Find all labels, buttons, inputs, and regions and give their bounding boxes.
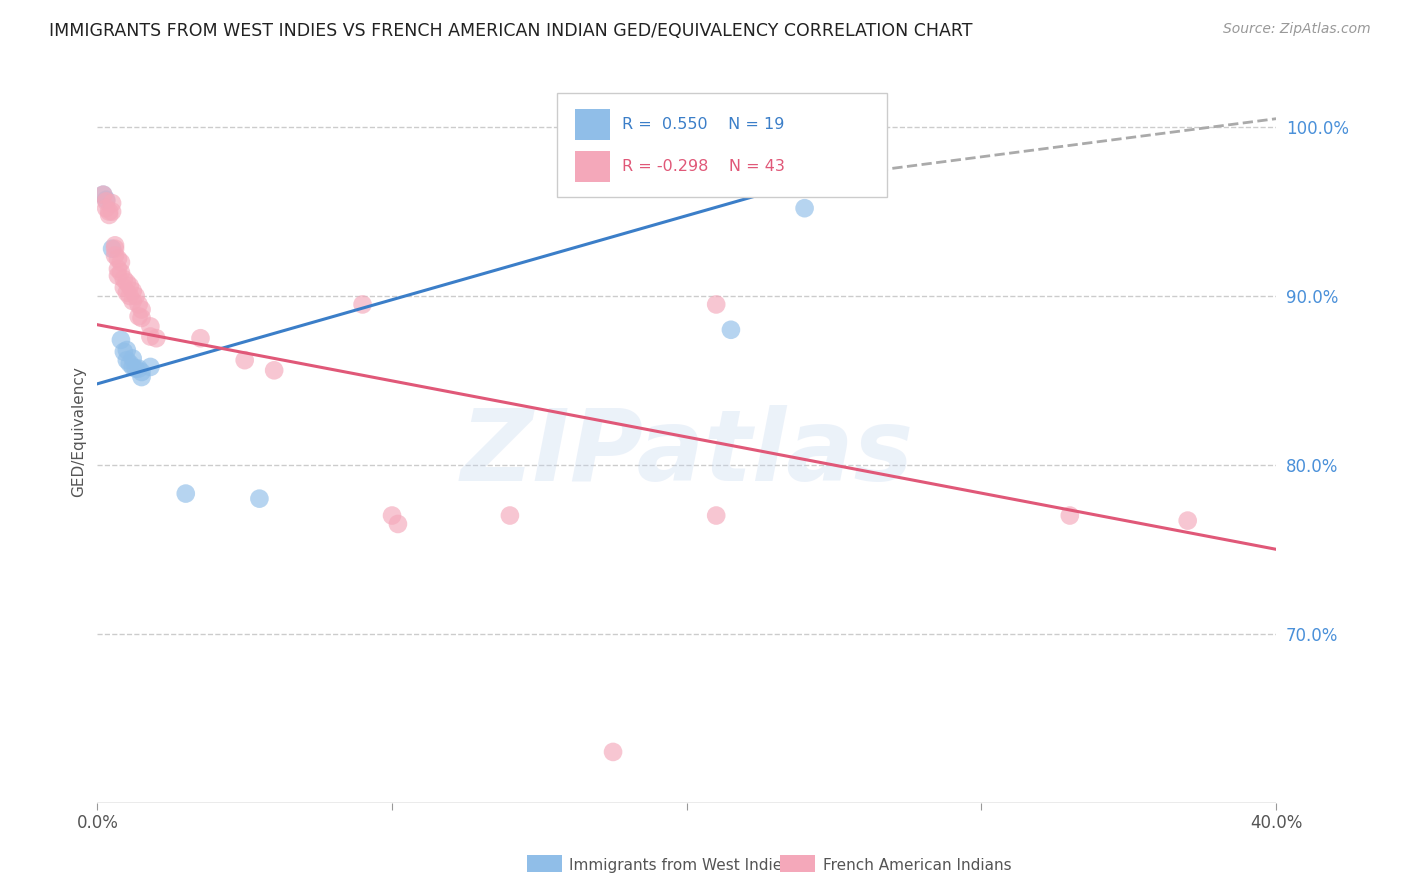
Point: [115, 353, 138, 368]
Text: Immigrants from West Indies: Immigrants from West Indies: [569, 858, 790, 872]
Text: R = -0.298    N = 43: R = -0.298 N = 43: [621, 159, 785, 174]
Point: [121, 294, 143, 309]
Point: [131, 310, 153, 325]
Point: [96, 193, 118, 207]
Point: [112, 272, 135, 286]
Point: [121, 284, 143, 298]
Point: [128, 361, 150, 376]
Y-axis label: GED/Equivalency: GED/Equivalency: [72, 366, 86, 497]
Point: [110, 255, 132, 269]
Point: [190, 331, 212, 345]
Point: [115, 343, 138, 357]
Point: [233, 353, 256, 368]
Point: [110, 265, 132, 279]
FancyBboxPatch shape: [575, 151, 610, 182]
Point: [107, 268, 129, 283]
Text: Source: ZipAtlas.com: Source: ZipAtlas.com: [1223, 22, 1371, 37]
Point: [704, 508, 727, 523]
FancyBboxPatch shape: [557, 93, 887, 197]
Text: R =  0.550    N = 19: R = 0.550 N = 19: [621, 117, 785, 132]
Point: [131, 365, 153, 379]
Text: French American Indians: French American Indians: [823, 858, 1011, 872]
Point: [107, 262, 129, 277]
Point: [96, 194, 118, 209]
Point: [387, 516, 409, 531]
Point: [96, 201, 118, 215]
Point: [121, 359, 143, 374]
Text: IMMIGRANTS FROM WEST INDIES VS FRENCH AMERICAN INDIAN GED/EQUIVALENCY CORRELATIO: IMMIGRANTS FROM WEST INDIES VS FRENCH AM…: [49, 22, 973, 40]
Point: [98, 208, 121, 222]
Point: [499, 508, 522, 523]
Point: [720, 323, 742, 337]
Point: [104, 242, 127, 256]
Point: [115, 285, 138, 300]
Point: [249, 491, 271, 506]
Point: [110, 333, 132, 347]
Point: [128, 310, 150, 324]
Point: [118, 357, 141, 371]
Point: [112, 280, 135, 294]
Point: [352, 297, 374, 311]
Point: [131, 370, 153, 384]
Point: [112, 344, 135, 359]
Point: [91, 187, 114, 202]
Point: [91, 187, 114, 202]
Point: [101, 204, 124, 219]
FancyBboxPatch shape: [575, 109, 610, 140]
Point: [101, 242, 124, 256]
Point: [128, 297, 150, 311]
Point: [101, 196, 124, 211]
Point: [121, 351, 143, 366]
Point: [104, 238, 127, 252]
Point: [104, 248, 127, 262]
Point: [118, 278, 141, 293]
Point: [139, 319, 162, 334]
Point: [1177, 514, 1199, 528]
Point: [98, 204, 121, 219]
Point: [107, 252, 129, 266]
Point: [174, 486, 197, 500]
Point: [145, 331, 167, 345]
Point: [124, 361, 146, 376]
Point: [381, 508, 404, 523]
Point: [139, 329, 162, 343]
Text: ZIPatlas: ZIPatlas: [460, 405, 914, 502]
Point: [124, 289, 146, 303]
Point: [115, 276, 138, 290]
Point: [131, 302, 153, 317]
Point: [602, 745, 624, 759]
Point: [1059, 508, 1081, 523]
Point: [704, 297, 727, 311]
Point: [118, 289, 141, 303]
Point: [139, 359, 162, 374]
Point: [793, 201, 815, 215]
Point: [263, 363, 285, 377]
